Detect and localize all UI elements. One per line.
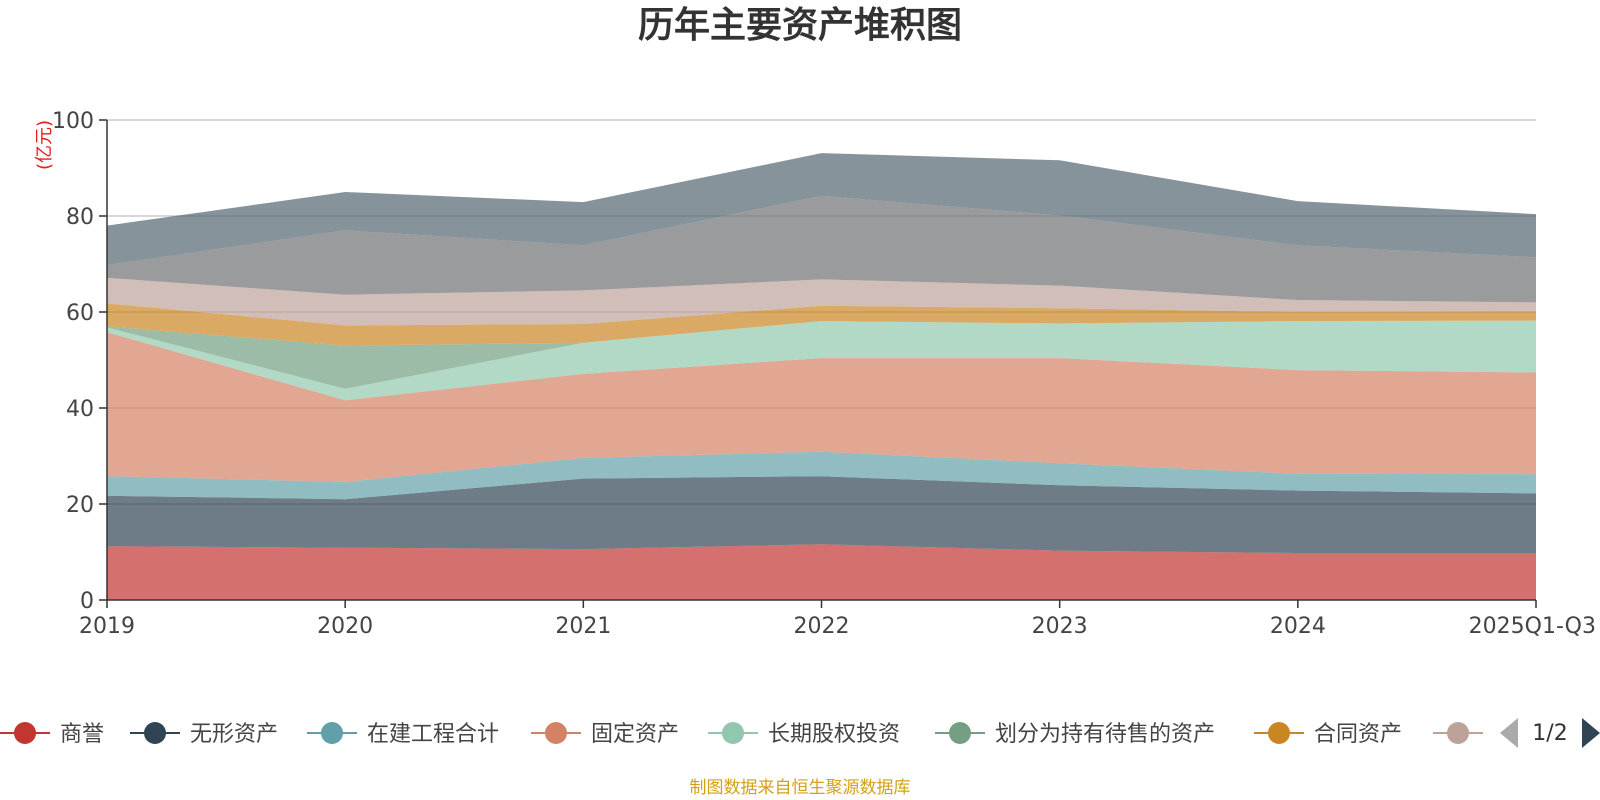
x-tick-label: 2020: [317, 614, 373, 639]
area-series-1: [107, 544, 1536, 600]
legend-marker-icon: [14, 722, 36, 744]
legend-marker-icon: [722, 722, 744, 744]
x-tick-label: 2022: [794, 614, 850, 639]
legend-item[interactable]: 无形资产: [130, 722, 278, 747]
legend-item[interactable]: 固定资产: [531, 722, 679, 747]
area-series-10: [107, 153, 1536, 265]
legend: 商誉 无形资产 在建工程合计 固定资产 长期股权投资 划分为持有待售的资产 合同资产: [0, 722, 1483, 747]
y-tick-label: 60: [66, 301, 94, 326]
area-series-9: [107, 195, 1536, 303]
data-source-note: 制图数据来自恒生聚源数据库: [689, 778, 911, 798]
legend-label: 商誉: [60, 722, 104, 747]
y-tick-label: 20: [66, 493, 94, 518]
area-series: [107, 153, 1536, 600]
y-tick-label: 0: [80, 589, 94, 614]
legend-item[interactable]: 在建工程合计: [307, 722, 499, 747]
legend-item[interactable]: 合同资产: [1254, 722, 1402, 747]
area-series-4: [107, 332, 1536, 482]
y-axis-unit-label: (亿元): [34, 120, 55, 170]
legend-marker-icon: [321, 722, 343, 744]
legend-label: 划分为持有待售的资产: [995, 722, 1215, 747]
x-tick-label: 2023: [1032, 614, 1088, 639]
area-series-5: [107, 320, 1536, 401]
y-tick-label: 40: [66, 397, 94, 422]
legend-label: 无形资产: [190, 722, 278, 747]
legend-item[interactable]: 长期股权投资: [708, 722, 900, 747]
triangle-right-icon[interactable]: [1582, 718, 1600, 748]
x-tick-label: 2025Q1-Q3: [1469, 614, 1596, 639]
legend-label: 长期股权投资: [768, 722, 900, 747]
chart-title: 历年主要资产堆积图: [638, 5, 962, 46]
legend-label: 固定资产: [591, 722, 679, 747]
x-tick-label: 2019: [79, 614, 135, 639]
legend-label: 在建工程合计: [367, 722, 499, 747]
legend-item[interactable]: [1433, 722, 1483, 744]
y-tick-label: 100: [52, 109, 94, 134]
legend-page-indicator: 1/2: [1532, 721, 1567, 746]
axes: 0 20 40 60 80 100 2019 2020 2021 2022 2023 2024 2025…: [52, 109, 1596, 639]
legend-pager: 1/2: [1500, 718, 1600, 748]
triangle-left-icon[interactable]: [1500, 718, 1518, 748]
legend-marker-icon: [1268, 722, 1290, 744]
area-series-3: [107, 451, 1536, 500]
legend-label: 合同资产: [1314, 722, 1402, 747]
x-tick-label: 2024: [1270, 614, 1326, 639]
legend-marker-icon: [144, 722, 166, 744]
legend-marker-icon: [1447, 722, 1469, 744]
area-series-7: [107, 303, 1536, 346]
area-series-8: [107, 277, 1536, 326]
legend-marker-icon: [545, 722, 567, 744]
y-tick-label: 80: [66, 205, 94, 230]
area-series-2: [107, 476, 1536, 553]
legend-item[interactable]: 划分为持有待售的资产: [935, 722, 1215, 747]
area-series-6: [107, 320, 1536, 389]
legend-marker-icon: [949, 722, 971, 744]
x-tick-label: 2021: [555, 614, 611, 639]
legend-item[interactable]: 商誉: [0, 722, 104, 747]
